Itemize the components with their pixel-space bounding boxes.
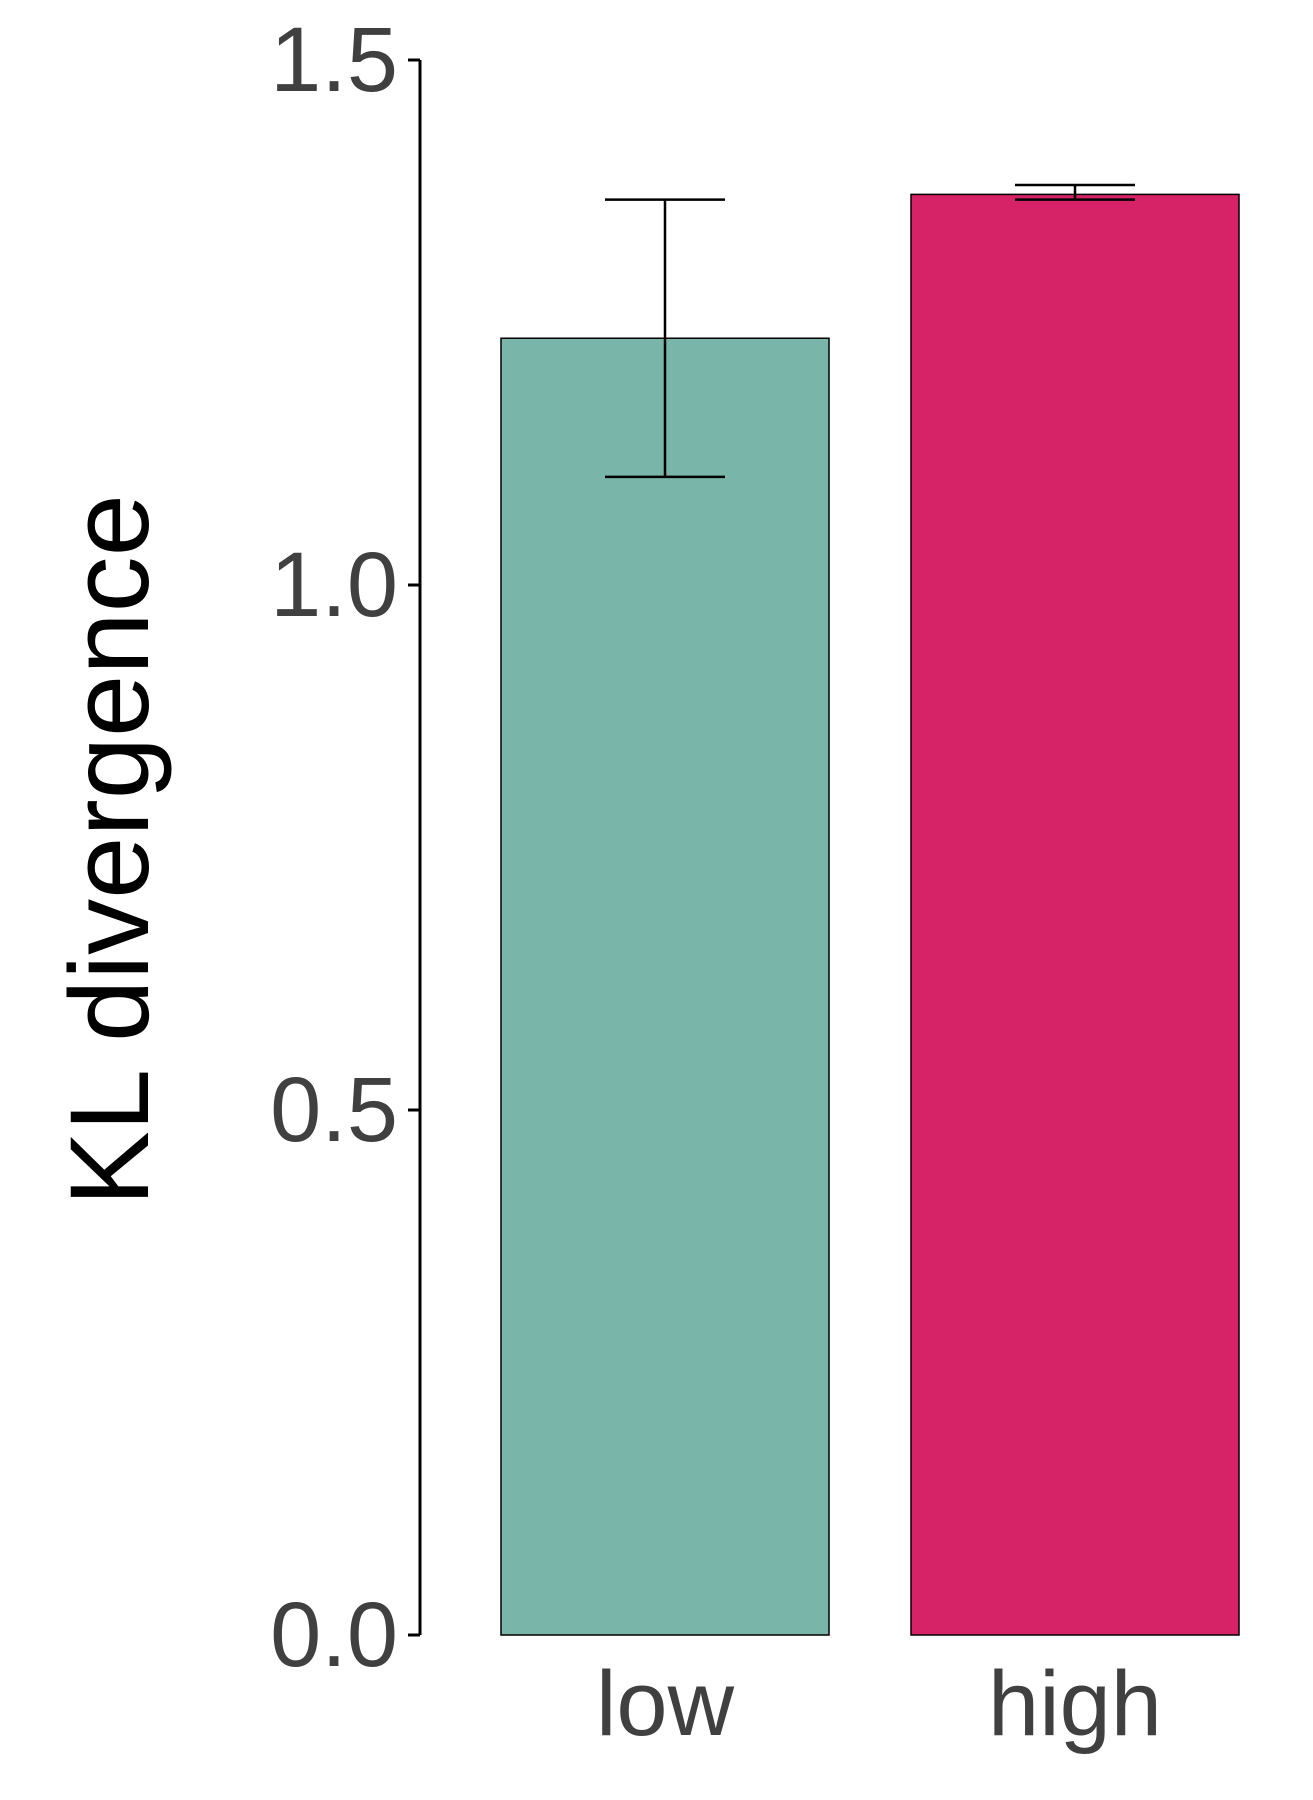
x-category-label-low: low	[596, 1653, 735, 1755]
y-axis-title: KL divergence	[47, 494, 172, 1206]
plot-area: 0.0 0.5 1.0 1.5 low high	[270, 9, 1240, 1755]
y-tick-label: 1.0	[270, 534, 398, 636]
bar-high	[910, 193, 1240, 1636]
y-tick-label: 0.5	[270, 1059, 398, 1161]
y-tick-label: 1.5	[270, 9, 398, 111]
y-tick-label: 0.0	[270, 1584, 398, 1686]
bar-low	[500, 337, 830, 1636]
x-category-label-high: high	[988, 1653, 1162, 1755]
